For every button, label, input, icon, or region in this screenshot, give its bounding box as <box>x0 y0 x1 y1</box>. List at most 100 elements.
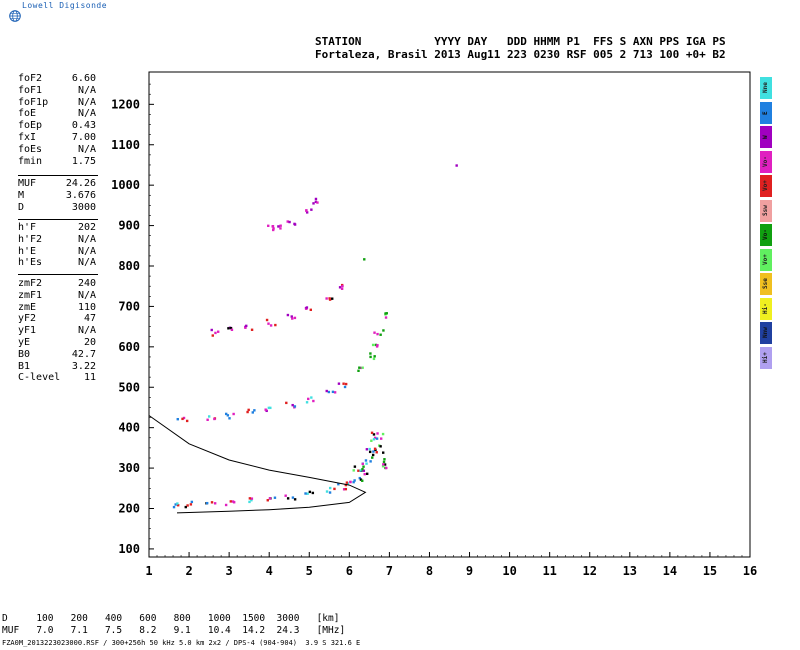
echo-point <box>371 343 375 347</box>
echo-point <box>279 227 282 230</box>
echo-point <box>210 328 213 332</box>
echo-point <box>185 419 189 423</box>
param-name: yF2 <box>18 313 37 325</box>
echo-point <box>325 297 328 300</box>
param-value: 20 <box>83 337 96 348</box>
echo-point <box>176 417 179 421</box>
param-value: 24.26 <box>65 178 96 189</box>
param-value: 42.7 <box>71 348 96 360</box>
echo-point <box>381 432 385 436</box>
echo-point <box>362 465 365 468</box>
y-tick-label: 200 <box>118 502 140 516</box>
param-name: foF1 <box>18 84 43 96</box>
echo-point <box>247 408 250 412</box>
echo-point <box>333 487 336 491</box>
echo-point <box>293 316 297 320</box>
y-tick-label: 600 <box>118 340 140 354</box>
echo-point <box>382 460 386 464</box>
echo-point <box>310 208 313 211</box>
echo-point <box>227 327 230 330</box>
echo-trace <box>210 283 344 337</box>
echo-point <box>189 503 193 506</box>
echo-point <box>342 488 346 491</box>
echo-point <box>312 399 315 403</box>
echo-point <box>353 465 357 468</box>
echo-point <box>375 345 379 348</box>
echo-point <box>337 482 340 486</box>
x-tick-label: 12 <box>583 564 597 578</box>
echo-point <box>305 211 309 214</box>
echo-point <box>328 298 332 301</box>
echo-point <box>379 333 382 336</box>
echo-point <box>273 496 277 499</box>
param-name: foE <box>18 108 37 120</box>
param-value: N/A <box>77 84 96 96</box>
echo-trace <box>352 431 388 482</box>
echo-point <box>228 417 231 420</box>
echo-point <box>205 501 209 505</box>
y-tick-label: 700 <box>118 299 140 313</box>
echo-point <box>455 164 458 167</box>
echo-point <box>310 396 313 399</box>
echo-point <box>373 355 376 358</box>
echo-point <box>358 366 361 369</box>
param-value: N/A <box>77 245 96 257</box>
echo-point <box>307 397 310 401</box>
param-value: N/A <box>77 108 96 120</box>
echo-point <box>379 437 383 440</box>
echo-point <box>370 431 374 435</box>
param-separator <box>18 274 98 275</box>
param-name: h'F2 <box>18 233 43 245</box>
axes: 1 2 3 4 5 6 7 8 9 10 11 12 13 14 15 1610020030040050060… <box>111 71 757 578</box>
echo-point <box>274 323 277 327</box>
echo-point <box>290 315 293 318</box>
echo-point <box>181 417 184 421</box>
echo-point <box>305 209 308 212</box>
echo-point <box>291 317 294 320</box>
echo-point <box>304 492 307 495</box>
echo-point <box>229 500 233 503</box>
echo-point <box>338 286 342 289</box>
echo-trace <box>357 312 388 372</box>
y-tick-label: 300 <box>118 461 140 475</box>
param-separator <box>18 219 98 220</box>
x-tick-label: 10 <box>502 564 516 578</box>
echo-point <box>381 465 385 468</box>
param-name: zmF1 <box>18 289 43 301</box>
param-value: N/A <box>77 289 96 301</box>
param-value: N/A <box>77 257 96 269</box>
x-tick-label: 5 <box>306 564 313 578</box>
echo-point <box>265 318 269 322</box>
echo-point <box>331 390 335 394</box>
echo-point <box>286 497 290 500</box>
echo-point <box>250 497 254 500</box>
echo-point <box>384 316 388 319</box>
echo-point <box>206 418 209 421</box>
param-name: fmin <box>18 155 43 167</box>
echo-point <box>309 308 312 312</box>
param-value: 3.22 <box>71 360 96 372</box>
param-value: 3.676 <box>65 189 96 201</box>
echo-point <box>342 382 345 385</box>
param-name: fxI <box>18 132 37 143</box>
echo-point <box>383 463 387 466</box>
echo-point <box>251 411 254 414</box>
echo-point <box>353 479 356 482</box>
x-tick-label: 7 <box>386 564 393 578</box>
echo-point <box>246 410 249 414</box>
param-name: B0 <box>18 348 31 360</box>
echo-point <box>376 332 379 336</box>
echo-point <box>343 385 347 389</box>
echo-point <box>279 224 282 227</box>
echo-point <box>368 447 371 451</box>
param-value: 3000 <box>71 201 96 213</box>
globe-icon <box>9 10 21 22</box>
echo-point <box>186 504 189 507</box>
x-tick-label: 3 <box>226 564 233 578</box>
echo-point <box>284 494 287 497</box>
echo-point <box>253 409 256 412</box>
param-name: foF1p <box>18 96 49 108</box>
y-tick-label: 900 <box>118 219 140 233</box>
echo-point <box>352 480 355 484</box>
echo-point <box>311 491 315 495</box>
